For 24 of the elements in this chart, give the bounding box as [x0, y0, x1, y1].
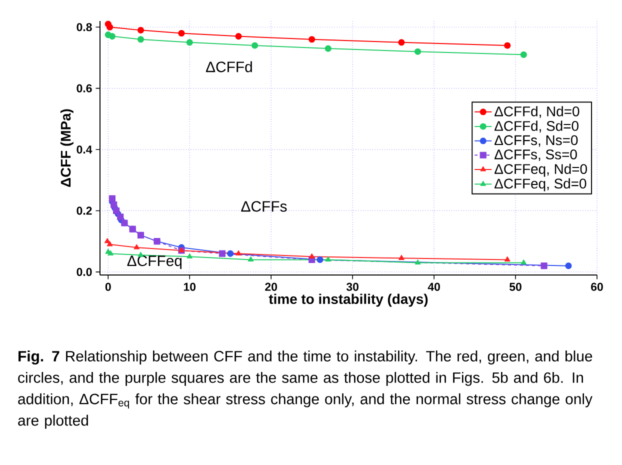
y-tick-label: 0.2: [76, 206, 92, 215]
annotation: ΔCFFeq: [127, 256, 182, 270]
annotation: ΔCFFs: [241, 201, 287, 212]
x-tick-label: 0: [105, 282, 111, 291]
legend-label: ΔCFFs, Ns=0: [494, 135, 578, 147]
legend-label: ΔCFFd, Sd=0: [494, 120, 578, 133]
text: Fig. 7 Relationship between CFF and the time to instability. The red, green, and blue circles, and the purple squares are the same as those plotted in Figs. 5b and 6b. In addition, ΔCFF$_{eq}$ for the shear stress change only, and the normal stress change only are plotted: [18, 350, 592, 429]
legend-label: ΔCFFs, Ss=0: [494, 149, 577, 162]
x-tick-label: 60: [591, 282, 603, 291]
legend-label: ΔCFFd, Nd=0: [494, 106, 580, 118]
y-tick-label: 0.0: [76, 268, 92, 276]
x-tick-label: 30: [346, 282, 358, 291]
y-axis-title: ΔCFF (MPa): [60, 109, 74, 187]
legend-label: ΔCFFeq, Sd=0: [494, 178, 586, 192]
x-tick-label: 40: [428, 282, 440, 291]
legend-label: ΔCFFeq, Nd=0: [494, 164, 587, 177]
x-tick-label: 20: [265, 282, 278, 291]
annotation: ΔCFFd: [206, 61, 252, 72]
y-tick-label: 0.8: [76, 23, 92, 32]
y-tick-label: 0.4: [76, 145, 92, 154]
x-tick-label: 50: [510, 282, 522, 291]
x-tick-label: 10: [184, 282, 196, 291]
x-axis-title: time to instability (days): [268, 294, 428, 307]
y-tick-label: 0.6: [76, 84, 92, 92]
